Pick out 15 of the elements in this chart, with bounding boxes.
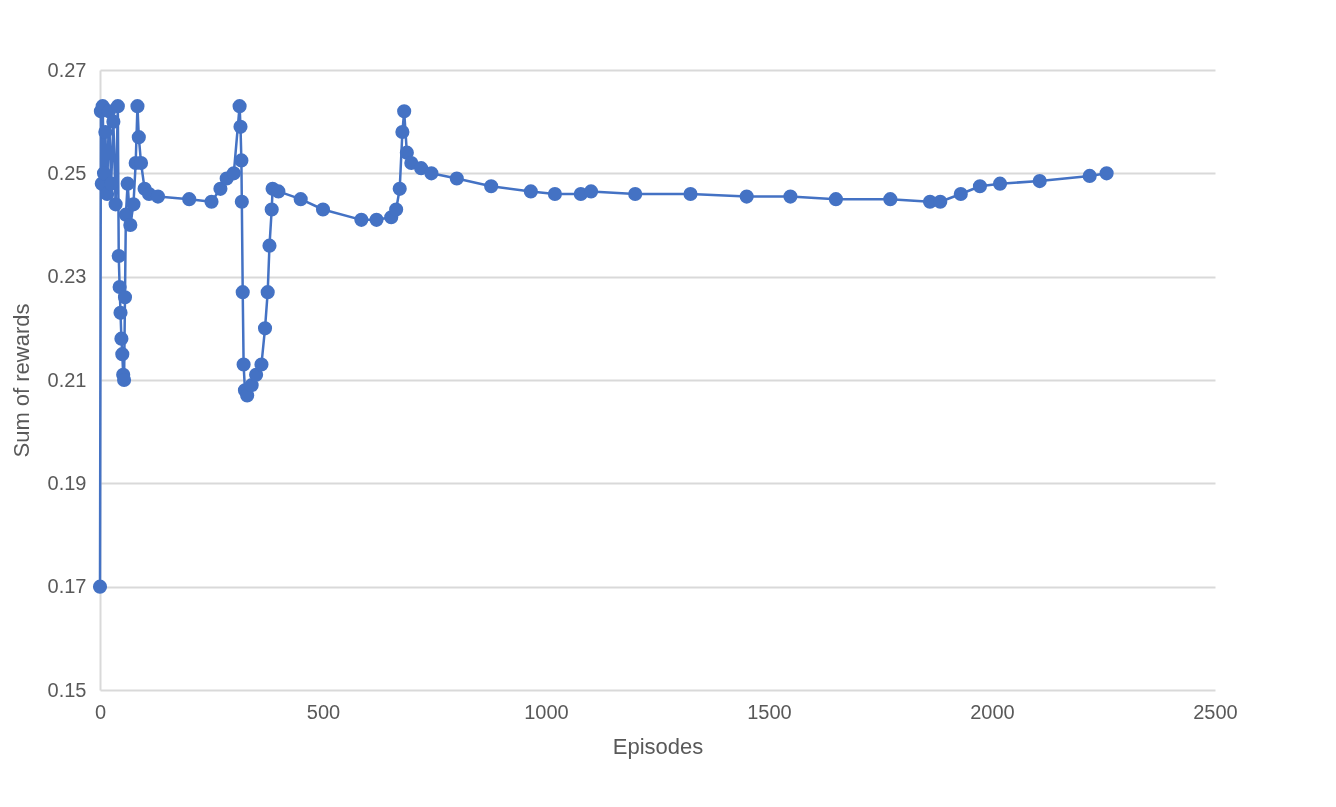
y-tick-label: 0.15	[47, 678, 87, 701]
y-tick-label: 0.19	[47, 471, 87, 494]
y-tick-label: 0.23	[47, 265, 87, 288]
y-tick-label: 0.21	[47, 368, 87, 391]
x-tick-label: 1500	[747, 700, 792, 723]
y-tick-label: 0.27	[47, 58, 87, 81]
y-axis-title: Sum of rewards	[8, 303, 34, 458]
x-tick-label: 0	[94, 700, 107, 723]
x-tick-label: 500	[306, 700, 341, 723]
x-tick-label: 2000	[970, 700, 1015, 723]
y-tick-label: 0.25	[47, 161, 87, 184]
x-tick-label: 2500	[1193, 700, 1238, 723]
x-axis-title: Episodes	[612, 733, 704, 759]
y-tick-label: 0.17	[47, 575, 87, 598]
x-tick-label: 1000	[524, 700, 569, 723]
